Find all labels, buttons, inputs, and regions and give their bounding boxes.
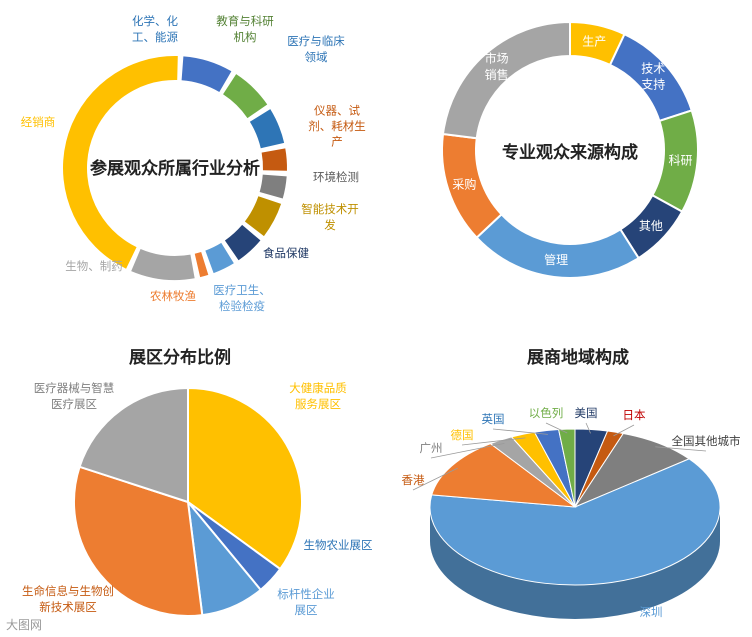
leader-line-1 — [412, 467, 458, 491]
pie3d-slice-5 — [558, 428, 576, 508]
leader-line-3 — [461, 437, 526, 446]
region-label-2: 广州 — [420, 441, 443, 455]
leader-line-2 — [430, 442, 505, 459]
industry-label-6: 食品保健 — [263, 246, 309, 260]
donut-slice-8 — [194, 252, 209, 278]
leader-line-7 — [613, 424, 635, 437]
industry-label-9: 生物、制药 — [65, 259, 123, 273]
industry-label-1: 教育与科研机构 — [216, 14, 274, 44]
zone-label-2: 标杆性企业展区 — [277, 587, 335, 617]
region-label-0: 深圳 — [640, 605, 663, 619]
pie3d-side-0 — [430, 507, 720, 619]
source-label-6: 市场销售 — [485, 51, 509, 82]
pie-slice-0 — [187, 386, 303, 571]
region-label-7: 日本 — [623, 408, 646, 422]
donut-slice-6 — [224, 224, 261, 261]
donut-slice-6 — [441, 20, 571, 140]
donut-slice-5 — [244, 196, 282, 237]
leader-line-8 — [655, 446, 707, 452]
donut-slice-9 — [131, 248, 195, 280]
industry-label-5: 智能技术开发 — [301, 202, 359, 232]
donut-slice-1 — [223, 74, 268, 119]
leader-line-5 — [545, 422, 568, 434]
industry-label-2: 医疗与临床领域 — [287, 34, 345, 64]
chart-title-region: 展商地域构成 — [527, 347, 629, 368]
chart-title-zone: 展区分布比例 — [129, 347, 231, 368]
donut-slice-7 — [205, 242, 234, 274]
industry-label-7: 医疗卫生、检验检疫 — [213, 283, 271, 313]
pie-slice-4 — [78, 386, 189, 504]
region-label-8: 全国其他城市 — [672, 434, 741, 448]
zone-label-1: 生物农业展区 — [304, 538, 373, 552]
leader-line-4 — [492, 428, 548, 435]
pie3d-slice-1 — [431, 443, 577, 508]
pie3d-slice-8 — [573, 432, 691, 509]
source-label-4: 管理 — [544, 252, 568, 267]
chart-title-industry: 参展观众所属行业分析 — [90, 158, 260, 179]
donut-slice-2 — [249, 109, 285, 149]
industry-label-8: 农林牧渔 — [150, 289, 196, 303]
region-label-5: 以色列 — [529, 406, 564, 420]
chart-industry-analysis: 化学、化工、能源 教育与科研机构 医疗与临床领域仪器、试剂、耗材生产环境检测智能技术… — [21, 14, 366, 313]
industry-label-0: 化学、化工、能源 — [132, 14, 178, 44]
donut-slice-4 — [475, 212, 640, 279]
source-label-1: 技术支持 — [641, 61, 665, 91]
source-label-5: 采购 — [452, 176, 476, 191]
region-label-1: 香港 — [402, 473, 425, 487]
source-label-3: 其他 — [639, 219, 663, 233]
leader-line-6 — [585, 422, 591, 434]
pie3d-slice-0 — [429, 458, 721, 586]
watermark: 大图网 — [6, 618, 43, 632]
donut-slice-3 — [261, 148, 287, 171]
source-label-2: 科研 — [668, 153, 692, 167]
region-label-4: 英国 — [482, 412, 505, 426]
region-label-6: 美国 — [575, 406, 598, 420]
industry-label-3: 仪器、试剂、耗材生产 — [308, 103, 366, 148]
industry-label-4: 环境检测 — [313, 170, 359, 184]
region-label-3: 德国 — [451, 428, 474, 442]
zone-label-4: 医疗器械与智慧医疗展区 — [34, 381, 115, 411]
donut-slice-10 — [63, 56, 178, 269]
donut-slice-4 — [259, 174, 287, 199]
industry-label-10: 经销商 — [21, 115, 56, 129]
donut-slice-0 — [181, 56, 232, 92]
zone-label-0: 大健康品质服务展区 — [289, 381, 347, 411]
pie-slice-3 — [73, 465, 204, 617]
source-label-0: 生产 — [582, 35, 606, 49]
zone-label-3: 生命信息与生物创新技术展区 — [22, 584, 114, 614]
chart-title-source: 专业观众来源构成 — [502, 142, 638, 163]
